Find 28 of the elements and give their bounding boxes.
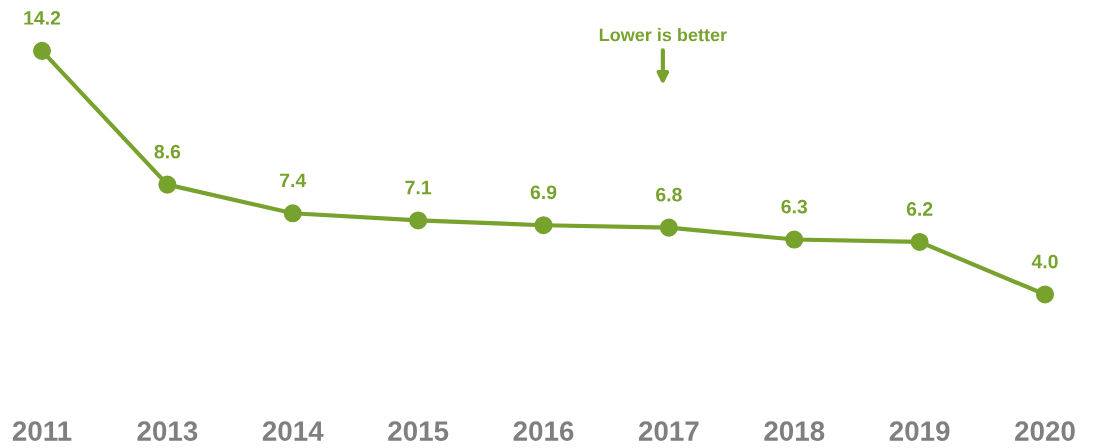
point [785,230,804,249]
data-label: 4.0 [1031,254,1058,269]
data-label: 6.8 [656,187,682,202]
data-label: 8.6 [154,144,181,159]
text: Lower is better [599,28,727,42]
point [409,211,428,230]
x-tick-label: 2013 [137,421,198,441]
point [32,41,52,60]
x-tick-label: 2017 [638,421,699,441]
point [158,175,177,194]
data-label: 6.9 [530,185,557,200]
x-tick-label: 2016 [513,421,574,441]
point [534,216,553,235]
x-tick-label: 2018 [764,421,825,441]
data-label: 7.4 [280,173,307,188]
x-tick-label: 2011 [12,421,72,441]
x-tick-label: 2020 [1015,421,1075,441]
x-tick-label: 2014 [262,421,324,441]
data-label: 7.1 [405,180,432,195]
point [1035,285,1055,304]
x-tick-label: 2015 [388,421,449,441]
point [659,218,678,237]
data-label: 14.2 [24,11,61,25]
data-label: 6.3 [781,199,808,214]
data-label: 6.2 [906,202,933,216]
x-tick-label: 2019 [889,421,950,441]
point [910,232,929,251]
point [283,204,302,223]
